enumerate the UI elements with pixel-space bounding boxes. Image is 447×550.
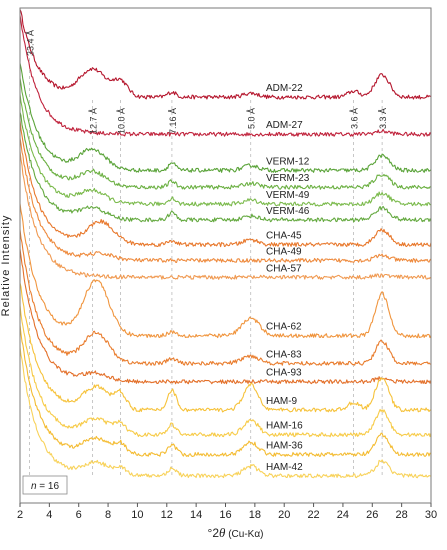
series-label: VERM-12 bbox=[266, 156, 310, 167]
y-axis-label: Relative Intensity bbox=[0, 215, 12, 317]
series-line bbox=[19, 347, 431, 479]
reference-label: 3.6 Å bbox=[350, 108, 360, 129]
series-label: ADM-22 bbox=[266, 83, 303, 94]
reference-label: 7.16 Å bbox=[168, 108, 178, 134]
series-label: ADM-27 bbox=[266, 120, 303, 131]
series-label: VERM-49 bbox=[266, 190, 310, 201]
n-annotation-text: n = 16 bbox=[31, 481, 60, 492]
series-line bbox=[19, 248, 432, 385]
x-tick-label: 4 bbox=[46, 509, 52, 521]
x-tick-label: 12 bbox=[161, 509, 173, 521]
series-label: CHA-57 bbox=[266, 263, 302, 274]
series-line bbox=[19, 112, 432, 223]
x-tick-label: 8 bbox=[105, 509, 111, 521]
series-line bbox=[19, 138, 432, 263]
x-axis-label-suffix: (Cu-Kα) bbox=[225, 529, 263, 540]
x-tick-label: 16 bbox=[219, 509, 231, 521]
reference-label: 33.4 Å bbox=[25, 30, 35, 56]
series-label: HAM-16 bbox=[266, 421, 303, 432]
series-line bbox=[19, 325, 432, 457]
series-label: VERM-46 bbox=[266, 206, 310, 217]
x-axis-ticks: 2 4 6 8 10 12 14 16 18 20 22 24 26 28 30 bbox=[17, 503, 437, 521]
series-label: CHA-62 bbox=[266, 322, 302, 333]
series-label: VERM-23 bbox=[266, 173, 310, 184]
x-tick-label: 14 bbox=[190, 509, 202, 521]
x-tick-label: 6 bbox=[76, 509, 82, 521]
reference-labels: 33.4 Å 12.7 Å 10.0 Å 7.16 Å 5.0 Å 3.6 Å 3.3 Å bbox=[25, 30, 388, 134]
x-axis-label-theta: θ bbox=[219, 525, 226, 540]
series-line bbox=[19, 78, 432, 190]
x-tick-label: 30 bbox=[425, 509, 437, 521]
x-tick-label: 2 bbox=[17, 509, 23, 521]
n-annotation: n = 16 bbox=[22, 475, 68, 495]
series-label: CHA-49 bbox=[266, 246, 302, 257]
n-annotation-value: = 16 bbox=[37, 481, 60, 492]
series-line bbox=[19, 203, 432, 339]
x-axis-label: °2θ (Cu-Kα) bbox=[208, 525, 264, 540]
series-line bbox=[19, 63, 432, 173]
x-tick-label: 24 bbox=[337, 509, 349, 521]
x-axis-label-prefix: °2 bbox=[208, 526, 220, 540]
n-annotation-box bbox=[22, 475, 68, 495]
series-label: CHA-45 bbox=[266, 231, 302, 242]
reference-label: 5.0 Å bbox=[247, 108, 257, 129]
n-annotation-symbol: n bbox=[31, 481, 37, 492]
series-line bbox=[19, 305, 432, 438]
series-group bbox=[19, 9, 432, 479]
series-label: HAM-9 bbox=[266, 396, 298, 407]
series-line bbox=[19, 9, 432, 100]
series-line bbox=[19, 229, 432, 366]
series-line bbox=[19, 120, 432, 248]
series-line bbox=[19, 151, 432, 280]
x-tick-label: 20 bbox=[278, 509, 290, 521]
series-label: CHA-83 bbox=[266, 349, 302, 360]
reference-label: 10.0 Å bbox=[116, 108, 126, 134]
series-label: HAM-36 bbox=[266, 440, 303, 451]
x-tick-label: 10 bbox=[131, 509, 143, 521]
series-line bbox=[19, 283, 432, 413]
series-line bbox=[19, 94, 432, 207]
series-label: HAM-42 bbox=[266, 462, 303, 473]
x-tick-label: 18 bbox=[249, 509, 261, 521]
x-tick-label: 22 bbox=[307, 509, 319, 521]
series-labels: ADM-22 ADM-27 VERM-12 VERM-23 VERM-49 VERM-46… bbox=[266, 83, 310, 473]
reference-label: 12.7 Å bbox=[89, 108, 99, 134]
series-label: CHA-93 bbox=[266, 368, 302, 379]
x-tick-label: 28 bbox=[396, 509, 408, 521]
reference-label: 3.3 Å bbox=[378, 108, 388, 129]
x-tick-label: 26 bbox=[366, 509, 378, 521]
series-line bbox=[19, 15, 432, 137]
